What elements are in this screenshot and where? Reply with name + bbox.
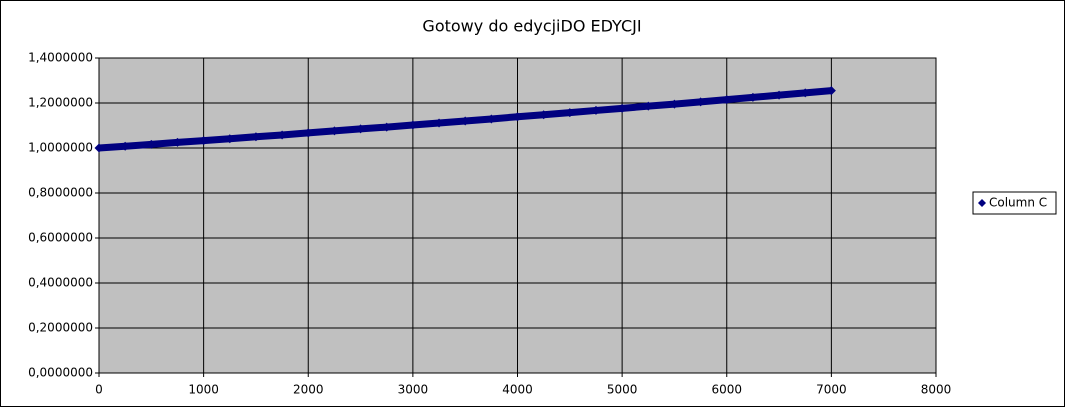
y-tick-label: 1,4000000 <box>28 51 93 65</box>
x-tick-label: 2000 <box>293 383 324 397</box>
point <box>94 143 104 153</box>
point <box>120 141 130 151</box>
point <box>199 136 209 146</box>
point <box>539 110 549 120</box>
point <box>696 97 706 107</box>
point <box>565 108 575 118</box>
legend-marker <box>978 199 986 207</box>
legend-box <box>972 191 1057 215</box>
x-tick-label: 1000 <box>188 383 219 397</box>
point <box>669 99 679 109</box>
point <box>408 120 418 130</box>
x-tick-label: 6000 <box>711 383 742 397</box>
y-tick-label: 0,4000000 <box>28 276 93 290</box>
y-tick-label: 0,6000000 <box>28 231 93 245</box>
y-tick-label: 0,0000000 <box>28 366 93 380</box>
point <box>486 114 496 124</box>
point <box>800 88 810 98</box>
point <box>826 86 836 96</box>
x-tick-label: 8000 <box>921 383 952 397</box>
point <box>277 130 287 140</box>
x-tick-label: 3000 <box>398 383 429 397</box>
y-tick-label: 0,8000000 <box>28 186 93 200</box>
point <box>513 112 522 122</box>
x-tick-label: 0 <box>95 383 103 397</box>
point <box>434 118 444 128</box>
point <box>329 126 339 136</box>
legend-label: Column C <box>989 196 1047 210</box>
x-tick-label: 4000 <box>502 383 533 397</box>
point <box>356 124 366 134</box>
point <box>591 105 601 115</box>
y-tick-label: 1,2000000 <box>28 96 93 110</box>
y-tick-label: 0,2000000 <box>28 321 93 335</box>
y-tick-label: 1,0000000 <box>28 141 93 155</box>
point <box>303 128 313 138</box>
point <box>225 134 235 144</box>
point <box>774 90 784 100</box>
point <box>460 116 470 126</box>
point <box>382 122 392 132</box>
chart-title: Gotowy do edycjiDO EDYCJI <box>422 17 641 36</box>
point <box>146 139 156 149</box>
point <box>172 137 182 147</box>
x-tick-label: 5000 <box>607 383 638 397</box>
plot-border <box>98 57 937 374</box>
x-tick-label: 7000 <box>816 383 847 397</box>
point <box>643 101 653 111</box>
point <box>251 132 261 142</box>
point <box>722 95 732 105</box>
point <box>748 92 758 102</box>
point <box>617 103 627 113</box>
